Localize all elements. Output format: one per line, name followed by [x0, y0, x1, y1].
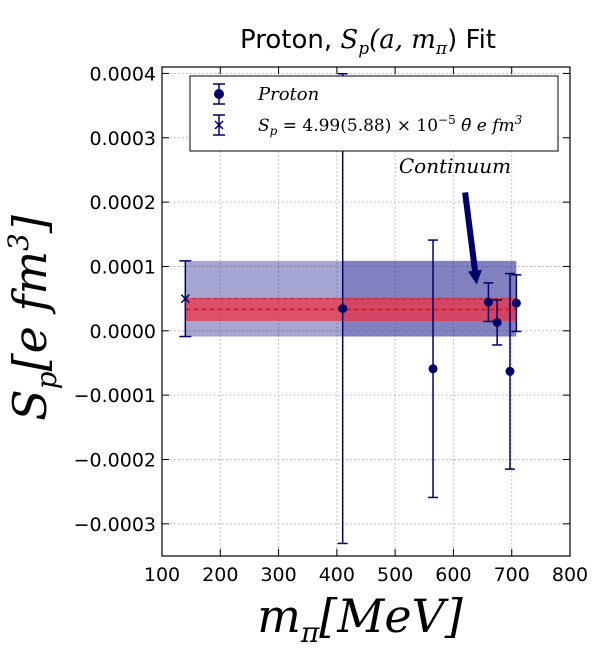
- x-tick-label-4: 500: [377, 564, 413, 586]
- y-tick-label-4: 0.0001: [90, 256, 156, 278]
- annotation-arrow: [462, 192, 482, 285]
- y-tick-label-3: 0.0000: [90, 321, 156, 343]
- legend: Proton Sp = 4.99(5.88) × 10−5 θ̄ e fm3: [189, 75, 559, 152]
- x-tick-label-1: 200: [202, 564, 238, 586]
- legend-box: [189, 75, 559, 152]
- chart-title-suffix: ) Fit: [447, 25, 496, 55]
- x-tick-label-0: 100: [144, 564, 180, 586]
- y-tick-label-1: −0.0002: [74, 449, 156, 471]
- data-point-3: [492, 317, 502, 327]
- data-point-4: [505, 366, 515, 376]
- x-tick-label-3: 400: [319, 564, 355, 586]
- legend-fit-text: = 4.99(5.88) × 10: [277, 116, 438, 136]
- chart-title-prefix: Proton,: [240, 25, 340, 55]
- chart-title-sub: p: [358, 39, 369, 59]
- legend-fit-exp: −5: [438, 113, 456, 127]
- y-axis-label-exp: 3: [2, 233, 35, 251]
- legend-fit-suffix: θ̄ e fm: [456, 116, 515, 136]
- data-point-0: [338, 304, 348, 314]
- x-tick-label-5: 600: [435, 564, 471, 586]
- y-axis-label-units: [e fm: [3, 251, 57, 371]
- x-axis-label-sub: π: [300, 616, 320, 649]
- y-tick-label-0: −0.0003: [74, 514, 156, 536]
- x-axis-label: mπ[MeV]: [257, 589, 463, 649]
- x-tick-label-2: 300: [260, 564, 296, 586]
- legend-fit-sub: p: [270, 124, 278, 138]
- x-tick-label-7: 800: [552, 564, 588, 586]
- data-point-2: [483, 297, 493, 307]
- y-axis-label-main: S: [3, 389, 57, 421]
- legend-fit-prefix: S: [258, 116, 270, 136]
- legend-fit-marker: [213, 114, 225, 136]
- chart-title-math: S: [340, 25, 358, 55]
- y-axis-label: Sp[e fm3]: [2, 215, 63, 421]
- x-axis-label-units: [MeV]: [319, 589, 462, 643]
- y-axis-label-sub: p: [30, 371, 63, 389]
- data-point-1: [428, 364, 438, 374]
- annotation-text: Continuum: [399, 154, 511, 178]
- y-tick-label-7: 0.0004: [90, 63, 156, 85]
- y-tick-label-2: −0.0001: [74, 385, 156, 407]
- legend-fit-label: Sp = 4.99(5.88) × 10−5 θ̄ e fm3: [258, 113, 523, 138]
- data-point-5: [511, 298, 521, 308]
- legend-proton-label: Proton: [257, 84, 319, 105]
- chart-title: Proton, Sp(a, mπ) Fit: [240, 25, 496, 59]
- fit-marker-x2: [180, 294, 190, 304]
- y-tick-label-5: 0.0002: [90, 192, 156, 214]
- x-tick-label-6: 700: [494, 564, 530, 586]
- legend-proton-marker: [213, 83, 225, 105]
- ticks: [161, 67, 571, 556]
- legend-fit-suffix-exp: 3: [515, 113, 523, 127]
- tick-labels: 100 200 300 400 500 600 700 800 −0.0003 −0.0002 −0…: [74, 63, 589, 586]
- annotation: Continuum: [399, 154, 511, 285]
- y-axis-label-close: ]: [3, 215, 57, 234]
- bands: [185, 260, 517, 337]
- plot-frame: [161, 66, 571, 557]
- x-axis-label-main: m: [257, 589, 301, 643]
- chart-title-args-sub: π: [435, 39, 448, 59]
- data-points: [179, 73, 522, 545]
- y-tick-label-6: 0.0003: [90, 128, 156, 150]
- chart-title-args: (a, m: [369, 25, 436, 55]
